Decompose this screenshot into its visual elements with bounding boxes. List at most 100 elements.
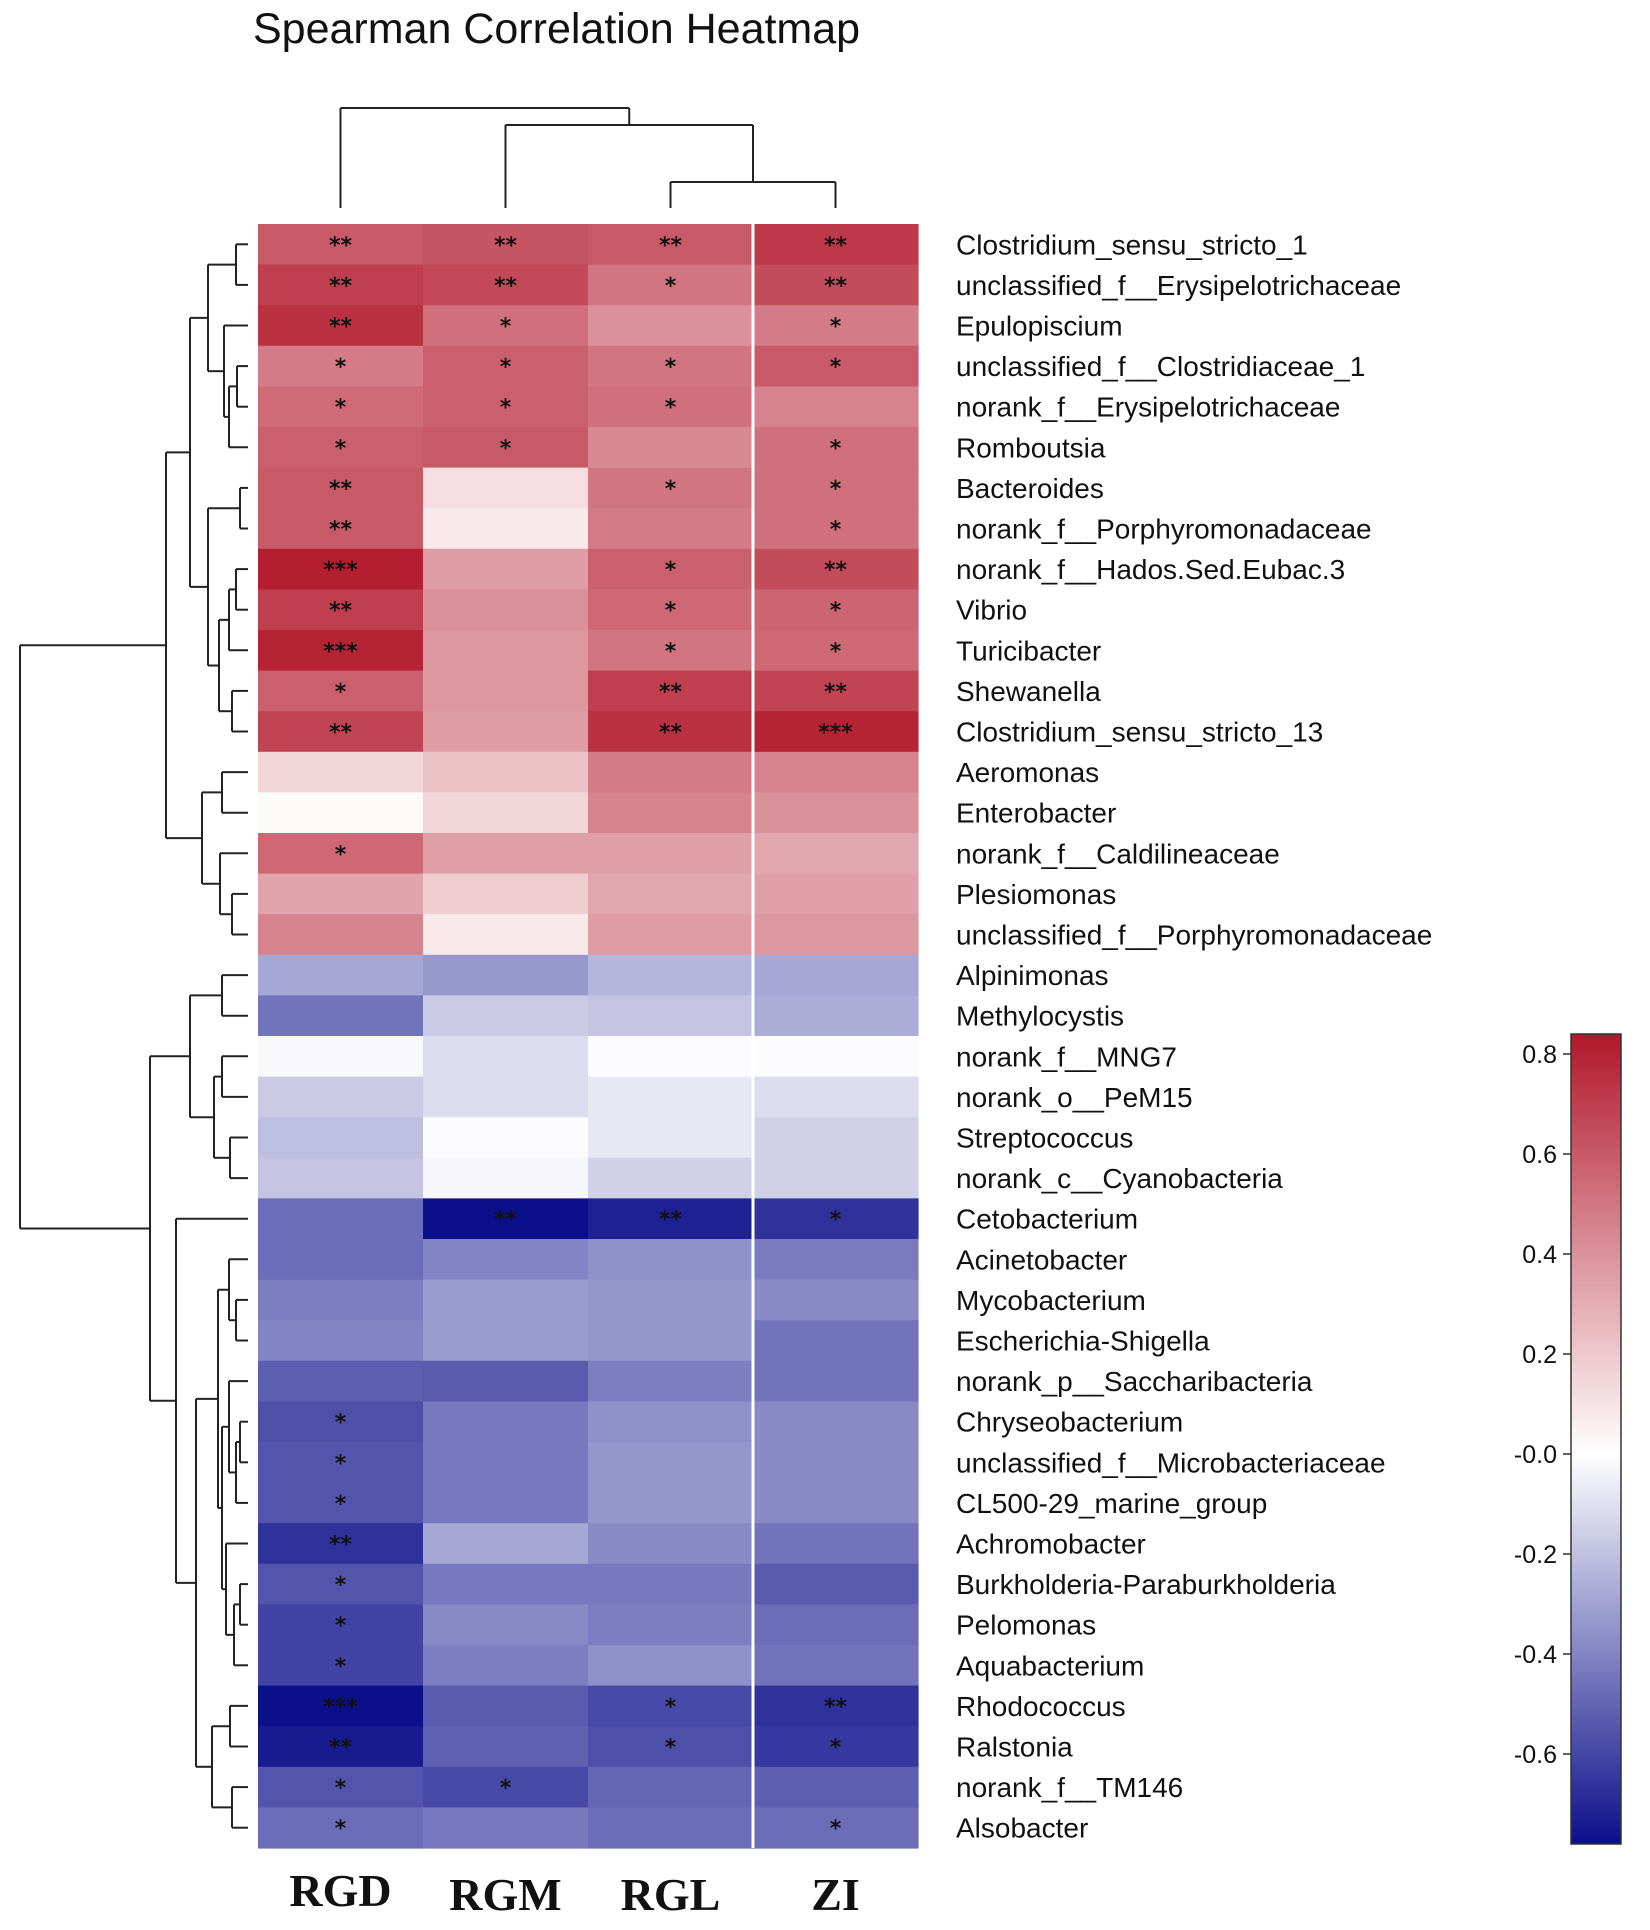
row-label: Bacteroides bbox=[956, 473, 1104, 504]
heatmap-cell bbox=[588, 1076, 754, 1118]
row-label: unclassified_f__Porphyromonadaceae bbox=[956, 920, 1432, 951]
heatmap-cell bbox=[753, 427, 919, 469]
row-label: norank_c__Cyanobacteria bbox=[956, 1163, 1283, 1194]
heatmap-cell bbox=[423, 954, 589, 996]
heatmap-cell bbox=[258, 589, 424, 631]
heatmap-cell bbox=[258, 305, 424, 347]
heatmap-cell bbox=[423, 914, 589, 956]
significance-marker: ** bbox=[329, 599, 353, 624]
heatmap-cell bbox=[423, 1279, 589, 1321]
heatmap-cell bbox=[588, 995, 754, 1037]
significance-marker: ** bbox=[329, 274, 353, 299]
row-label: norank_f__Caldilineaceae bbox=[956, 838, 1280, 869]
heatmap-cell bbox=[423, 508, 589, 550]
heatmap-cell bbox=[423, 264, 589, 306]
heatmap-cell bbox=[258, 1117, 424, 1159]
heatmap-cell bbox=[753, 995, 919, 1037]
heatmap-cell bbox=[423, 1807, 589, 1849]
heatmap-cell bbox=[753, 508, 919, 550]
colorbar-ticks: 0.8 0.6 0.4 0.2 -0.0 -0.2 -0.4 -0.6 bbox=[1514, 1041, 1571, 1769]
heatmap-cell bbox=[258, 1320, 424, 1362]
significance-marker: *** bbox=[323, 558, 358, 583]
heatmap-cell bbox=[753, 1685, 919, 1727]
heatmap-cell bbox=[588, 548, 754, 590]
significance-marker: * bbox=[665, 599, 677, 624]
row-label: Acinetobacter bbox=[956, 1244, 1127, 1275]
significance-marker: * bbox=[335, 436, 347, 461]
row-label: Plesiomonas bbox=[956, 879, 1116, 910]
heatmap-cell bbox=[588, 1807, 754, 1849]
heatmap-cell bbox=[588, 833, 754, 875]
significance-marker: *** bbox=[323, 639, 358, 664]
significance-marker: * bbox=[335, 1573, 347, 1598]
colorbar-tick-label: -0.0 bbox=[1514, 1441, 1557, 1469]
heatmap-cells bbox=[258, 224, 919, 1849]
significance-marker: ** bbox=[329, 518, 353, 543]
row-label: Clostridium_sensu_stricto_13 bbox=[956, 717, 1323, 748]
heatmap-cell bbox=[258, 467, 424, 509]
significance-marker: * bbox=[830, 1817, 842, 1842]
significance-marker: * bbox=[335, 842, 347, 867]
row-label: Alpinimonas bbox=[956, 960, 1109, 991]
heatmap-cell bbox=[588, 1685, 754, 1727]
heatmap-cell bbox=[423, 1604, 589, 1646]
heatmap-cell bbox=[753, 1645, 919, 1687]
heatmap-cell bbox=[423, 751, 589, 793]
row-label: Burkholderia-Paraburkholderia bbox=[956, 1569, 1336, 1600]
heatmap-cell bbox=[588, 630, 754, 672]
significance-marker: * bbox=[500, 315, 512, 340]
heatmap-cell bbox=[423, 873, 589, 915]
row-label: Shewanella bbox=[956, 676, 1101, 707]
heatmap-cell bbox=[753, 224, 919, 266]
row-label: norank_f__Erysipelotrichaceae bbox=[956, 392, 1340, 423]
row-label: unclassified_f__Clostridiaceae_1 bbox=[956, 351, 1365, 382]
row-label: Aquabacterium bbox=[956, 1650, 1144, 1681]
heatmap-cell bbox=[258, 954, 424, 996]
heatmap-cell bbox=[753, 345, 919, 387]
significance-marker: * bbox=[665, 355, 677, 380]
heatmap-cell bbox=[588, 1360, 754, 1402]
significance-marker: ** bbox=[329, 1533, 353, 1558]
significance-marker: * bbox=[335, 1492, 347, 1517]
significance-marker: * bbox=[830, 315, 842, 340]
heatmap-cell bbox=[753, 1604, 919, 1646]
heatmap-cell bbox=[588, 1442, 754, 1484]
colorbar-tick-label: -0.2 bbox=[1514, 1541, 1557, 1569]
heatmap-cell bbox=[423, 386, 589, 428]
significance-marker: * bbox=[335, 396, 347, 421]
heatmap-cell bbox=[753, 1482, 919, 1524]
heatmap-cell bbox=[753, 792, 919, 834]
row-label: CL500-29_marine_group bbox=[956, 1488, 1267, 1519]
heatmap-cell bbox=[423, 792, 589, 834]
heatmap-cell bbox=[423, 1360, 589, 1402]
chart-title: Spearman Correlation Heatmap bbox=[253, 5, 860, 53]
significance-marker: ** bbox=[824, 274, 848, 299]
significance-marker: * bbox=[665, 1736, 677, 1761]
row-dendrogram bbox=[19, 243, 248, 1829]
significance-marker: * bbox=[500, 355, 512, 380]
colorbar bbox=[1570, 1033, 1622, 1845]
heatmap-cell bbox=[588, 345, 754, 387]
heatmap-cell bbox=[753, 954, 919, 996]
heatmap-cell bbox=[423, 995, 589, 1037]
significance-marker: ** bbox=[659, 233, 683, 258]
heatmap-cell bbox=[753, 1157, 919, 1199]
row-label: norank_p__Saccharibacteria bbox=[956, 1366, 1313, 1397]
heatmap-cell bbox=[588, 1157, 754, 1199]
significance-marker: ** bbox=[824, 1695, 848, 1720]
colorbar-tick-label: 0.2 bbox=[1522, 1341, 1557, 1369]
significance-marker: ** bbox=[329, 315, 353, 340]
heatmap-cell bbox=[588, 914, 754, 956]
heatmap-cell bbox=[588, 873, 754, 915]
heatmap-cell bbox=[423, 711, 589, 753]
heatmap-cell bbox=[753, 1198, 919, 1240]
heatmap-cell bbox=[258, 1766, 424, 1808]
heatmap-cell bbox=[588, 305, 754, 347]
heatmap-cell bbox=[588, 1563, 754, 1605]
row-label: Clostridium_sensu_stricto_1 bbox=[956, 229, 1308, 260]
heatmap-cell bbox=[423, 589, 589, 631]
row-label: Romboutsia bbox=[956, 432, 1106, 463]
colorbar-tick-label: -0.6 bbox=[1514, 1741, 1557, 1769]
heatmap-cell bbox=[258, 1157, 424, 1199]
